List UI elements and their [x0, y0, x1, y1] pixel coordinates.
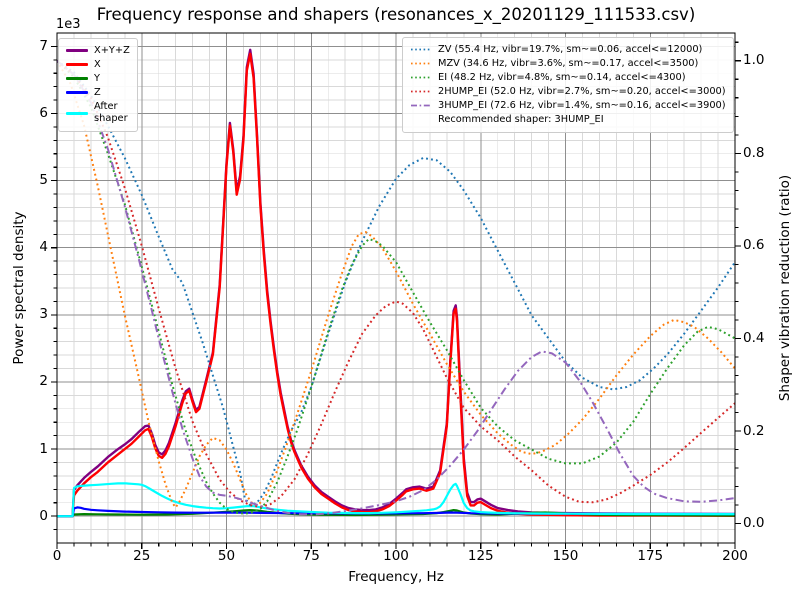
legend-item-label: Y [94, 72, 100, 84]
legend-item: 2HUMP_EI (52.0 Hz, vibr=2.7%, sm~=0.20, … [410, 86, 726, 99]
series-2hump_ei [57, 60, 735, 508]
legend-item: X [66, 59, 130, 72]
y-right-tick-label: 0.2 [743, 422, 765, 439]
legend-item-label: 2HUMP_EI (52.0 Hz, vibr=2.7%, sm~=0.20, … [438, 85, 726, 97]
series-zv [57, 59, 735, 507]
y-right-tick-label: 0.6 [743, 237, 765, 254]
legend-psd: X+Y+Z X Y Z After shaper [58, 38, 138, 133]
series-3hump_ei [57, 60, 735, 516]
legend-swatch-x [66, 63, 88, 67]
legend-swatch-x+y+z [66, 49, 88, 53]
y-left-tick-label: 5 [39, 172, 48, 189]
y-axis-scale-note: 1e3 [56, 17, 81, 32]
legend-item: ZV (55.4 Hz, vibr=19.7%, sm~=0.06, accel… [410, 44, 726, 57]
x-tick-label: 25 [133, 547, 151, 564]
legend-item: EI (48.2 Hz, vibr=4.8%, sm~=0.14, accel<… [410, 72, 726, 85]
legend-swatch-y [66, 77, 88, 81]
legend-item-label: ZV (55.4 Hz, vibr=19.7%, sm~=0.06, accel… [438, 43, 703, 55]
x-tick-label: 75 [302, 547, 320, 564]
legend-swatch-3hump_ei [411, 104, 431, 107]
x-tick-label: 125 [467, 547, 494, 564]
y-left-tick-label: 6 [39, 105, 48, 122]
y-right-tick-label: 0.0 [743, 515, 765, 532]
y-left-tick-label: 4 [39, 239, 48, 256]
legend-item-label: After shaper [94, 100, 128, 125]
y-right-axis-label: Shaper vibration reduction (ratio) [777, 174, 793, 402]
legend-swatch-mzv [411, 62, 431, 65]
x-tick-label: 200 [722, 547, 748, 564]
legend-swatch-2hump_ei [411, 90, 431, 93]
legend-item: Y [66, 73, 130, 86]
legend-swatch-after [66, 111, 88, 115]
y-right-tick-label: 0.4 [743, 329, 765, 346]
x-tick-label: 150 [552, 547, 579, 564]
legend-item: After shaper [66, 101, 130, 126]
legend-shapers: ZV (55.4 Hz, vibr=19.7%, sm~=0.06, accel… [402, 37, 734, 133]
y-left-tick-label: 2 [39, 373, 48, 390]
legend-swatch-zv [411, 48, 431, 51]
chart-title: Frequency response and shapers (resonanc… [96, 5, 696, 24]
legend-item: Z [66, 87, 130, 100]
legend-item: 3HUMP_EI (72.6 Hz, vibr=1.4%, sm~=0.16, … [410, 100, 726, 113]
axis-ticks [51, 41, 741, 549]
grid-minor [57, 33, 735, 543]
series-ei [57, 60, 735, 515]
legend-item: X+Y+Z [66, 45, 130, 58]
y-right-tick-label: 0.8 [743, 144, 765, 161]
x-tick-label: 175 [637, 547, 664, 564]
legend-item-label: X [94, 58, 101, 70]
series-x [57, 52, 735, 518]
legend-item-label: EI (48.2 Hz, vibr=4.8%, sm~=0.14, accel<… [438, 71, 686, 83]
legend-swatch-z [66, 91, 88, 95]
legend-item: MZV (34.6 Hz, vibr=3.6%, sm~=0.17, accel… [410, 58, 726, 71]
x-tick-label: 0 [52, 547, 62, 564]
y-left-tick-label: 1 [39, 440, 48, 457]
x-tick-label: 100 [383, 547, 409, 564]
y-left-tick-label: 0 [39, 507, 48, 524]
recommended-shaper-note: Recommended shaper: 3HUMP_EI [438, 113, 604, 125]
y-left-tick-label: 3 [39, 306, 48, 323]
x-tick-label: 50 [217, 547, 236, 564]
y-right-tick-label: 1.0 [743, 52, 765, 69]
legend-item-label: MZV (34.6 Hz, vibr=3.6%, sm~=0.17, accel… [438, 57, 699, 69]
legend-item-label: X+Y+Z [94, 44, 130, 56]
legend-swatch-ei [411, 76, 431, 79]
y-left-tick-label: 7 [39, 37, 48, 54]
legend-item-label: 3HUMP_EI (72.6 Hz, vibr=1.4%, sm~=0.16, … [438, 99, 726, 111]
legend-item-label: Z [94, 86, 101, 98]
grid-major [57, 33, 735, 543]
x-axis-label: Frequency, Hz [348, 569, 444, 585]
legend-footer-row: Recommended shaper: 3HUMP_EI [410, 114, 726, 127]
